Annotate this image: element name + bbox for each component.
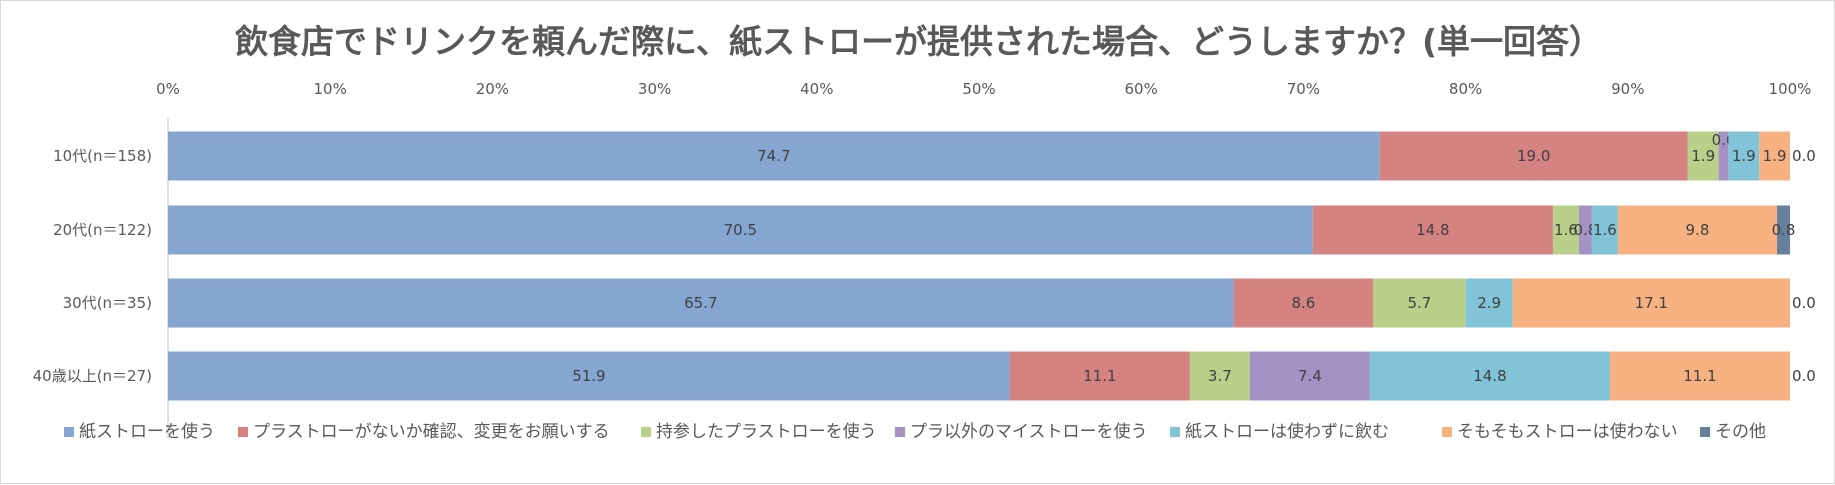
chart-title: 飲食店でドリンクを頼んだ際に、紙ストローが提供された場合、どうしますか？(単一回…	[234, 22, 1603, 61]
legend-swatch	[238, 427, 248, 437]
data-label: 51.9	[572, 367, 605, 385]
bar-segment	[168, 278, 1234, 328]
data-label: 8.6	[1291, 294, 1315, 312]
data-label: 14.8	[1416, 221, 1449, 239]
x-tick-label: 0%	[156, 80, 180, 98]
bar-segment	[1617, 205, 1778, 255]
bar-segment	[1369, 351, 1610, 401]
data-label: 1.9	[1732, 147, 1756, 165]
category-label: 20代(n＝122)	[53, 221, 152, 239]
bar-segment	[1728, 131, 1760, 181]
legend-label: そもそもストローは使わない	[1457, 421, 1678, 442]
x-tick-label: 90%	[1611, 80, 1644, 98]
data-label: 2.9	[1477, 294, 1501, 312]
bar-segment	[1687, 131, 1719, 181]
bar-segment	[168, 205, 1313, 255]
legend-label: 紙ストローは使わずに飲む	[1185, 421, 1389, 442]
category-label: 40歳以上(n＝27)	[33, 367, 152, 385]
bar-segment	[1591, 205, 1618, 255]
legend-swatch	[1700, 427, 1710, 437]
legend-swatch	[895, 427, 905, 437]
legend-label: プラ以外のマイストローを使う	[910, 421, 1148, 442]
legend-swatch	[641, 427, 651, 437]
bar-segment	[1465, 278, 1513, 328]
data-label: 70.5	[724, 221, 757, 239]
bar-segment	[1379, 131, 1688, 181]
data-label: 17.1	[1635, 294, 1668, 312]
bar-segment	[1718, 131, 1729, 181]
x-tick-label: 30%	[638, 80, 671, 98]
data-label: 65.7	[684, 294, 717, 312]
data-label: 0.8	[1772, 221, 1796, 239]
data-label: 0.0	[1792, 147, 1816, 165]
data-label: 11.1	[1683, 367, 1716, 385]
data-label: 0.0	[1792, 294, 1816, 312]
data-label: 9.8	[1686, 221, 1710, 239]
data-label: 1.6	[1554, 221, 1578, 239]
x-tick-label: 70%	[1287, 80, 1320, 98]
category-label: 10代(n＝158)	[53, 147, 152, 165]
legend-swatch	[64, 427, 74, 437]
bar-segment	[1373, 278, 1466, 328]
x-tick-label: 50%	[962, 80, 995, 98]
bar-segment	[1512, 278, 1790, 328]
x-tick-label: 20%	[476, 80, 509, 98]
data-label: 5.7	[1407, 294, 1431, 312]
bar-segment	[1578, 205, 1592, 255]
x-tick-label: 100%	[1769, 80, 1812, 98]
legend-label: プラストローがないか確認、変更をお願いする	[253, 422, 610, 442]
data-label: 74.7	[757, 147, 790, 165]
legend-label: 持参したプラストローを使う	[656, 421, 877, 442]
data-label: 1.6	[1593, 221, 1617, 239]
x-tick-label: 80%	[1449, 80, 1482, 98]
legend-label: 紙ストローを使う	[79, 421, 215, 442]
legend-swatch	[1170, 427, 1180, 437]
bar-segment	[1009, 351, 1190, 401]
bar-segment	[1312, 205, 1553, 255]
data-label: 1.9	[1691, 147, 1715, 165]
legend-label: その他	[1715, 422, 1766, 442]
bar-segment	[1552, 205, 1579, 255]
data-label: 7.4	[1298, 367, 1322, 385]
data-label: 1.9	[1763, 147, 1787, 165]
bar-segment	[1233, 278, 1374, 328]
data-label: 14.8	[1473, 367, 1506, 385]
bar-segment	[1189, 351, 1250, 401]
bar-segment	[168, 131, 1380, 181]
x-tick-label: 10%	[314, 80, 347, 98]
bar-segment	[1249, 351, 1370, 401]
x-tick-label: 40%	[800, 80, 833, 98]
data-label: 19.0	[1517, 147, 1550, 165]
bar-segment	[168, 351, 1010, 401]
category-label: 30代(n＝35)	[63, 294, 152, 312]
data-label: 3.7	[1208, 367, 1232, 385]
legend-swatch	[1442, 427, 1452, 437]
x-tick-label: 60%	[1125, 80, 1158, 98]
bar-segment	[1609, 351, 1790, 401]
data-label: 0.0	[1792, 367, 1816, 385]
bar-segment	[1759, 131, 1790, 181]
data-label: 0.8	[1573, 221, 1597, 239]
bar-segment	[1777, 205, 1790, 255]
data-label: 11.1	[1083, 367, 1116, 385]
